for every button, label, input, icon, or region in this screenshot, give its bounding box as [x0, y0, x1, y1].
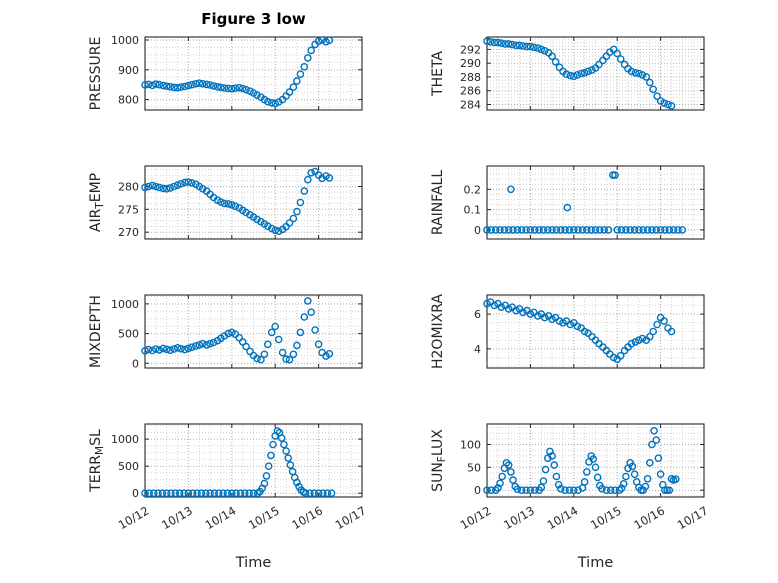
rainfall-series — [483, 171, 687, 234]
y-axis-label-terrmsl: TERRMSL — [88, 429, 106, 493]
h2omixra-series — [483, 298, 676, 364]
pressure-series — [141, 36, 334, 108]
x-tick-label: 10/16 — [289, 503, 325, 532]
x-tick-label: 10/15 — [588, 503, 624, 532]
y-axis-label-airtemp: AIRTEMP — [88, 173, 106, 232]
y-tick-label: 286 — [460, 85, 481, 98]
x-tick-label: 10/12 — [458, 503, 494, 532]
y-axis-label-sunflux: SUNFLUX — [430, 429, 448, 492]
subplot-airtemp: 270 275 280 AIRTEMP — [88, 165, 363, 240]
x-tick-label: 10/15 — [246, 503, 282, 532]
x-axis-label-left: Time — [235, 555, 272, 571]
figure-title: Figure 3 low — [201, 10, 306, 28]
sunflux-series — [483, 426, 680, 495]
y-tick-label: 280 — [118, 181, 139, 194]
x-tick-label: 10/13 — [501, 503, 537, 532]
y-axis-label-theta: THETA — [430, 51, 446, 97]
x-tick-label: 10/16 — [631, 503, 667, 532]
y-tick-label: 0 — [132, 357, 139, 370]
y-tick-label: 100 — [460, 439, 481, 452]
subplot-pressure: 800 900 1000 PRESSURE — [88, 34, 363, 111]
mixdepth-series — [141, 297, 334, 364]
y-tick-label: 6 — [474, 308, 481, 321]
airtemp-series — [141, 167, 334, 235]
x-axis-label-right: Time — [577, 555, 614, 571]
y-axis-label-h2omixra: H2OMIXRA — [430, 294, 446, 369]
y-tick-label: 1000 — [111, 298, 139, 311]
y-axis-label-mixdepth: MIXDEPTH — [88, 295, 104, 368]
y-tick-label: 500 — [118, 328, 139, 341]
y-tick-label: 0 — [474, 484, 481, 497]
y-tick-label: 290 — [460, 57, 481, 70]
y-tick-label: 275 — [118, 203, 139, 216]
y-tick-label: 0.1 — [464, 204, 482, 217]
subplot-sunflux: 0 50 100 SUNFLUX 10/12 10/13 10/14 10/15 10/16 10… — [430, 423, 711, 532]
y-tick-label: 0.2 — [464, 183, 482, 196]
theta-series — [483, 37, 676, 110]
y-tick-label: 284 — [460, 99, 481, 112]
y-tick-label: 500 — [118, 460, 139, 473]
x-tick-label: 10/13 — [159, 503, 195, 532]
y-tick-label: 1000 — [111, 433, 139, 446]
subplot-mixdepth: 0 500 1000 MIXDEPTH — [88, 294, 363, 370]
y-tick-label: 50 — [467, 461, 481, 474]
y-tick-label: 4 — [474, 343, 481, 356]
y-tick-label: 0 — [474, 224, 481, 237]
y-tick-label: 1000 — [111, 34, 139, 47]
y-tick-label: 292 — [460, 43, 481, 56]
x-tick-label: 10/12 — [116, 503, 152, 532]
y-axis-label-pressure: PRESSURE — [88, 37, 104, 111]
y-axis-label-rainfall: RAINFALL — [430, 170, 446, 235]
terrmsl-series — [141, 427, 336, 498]
x-tick-label: 10/14 — [545, 503, 581, 532]
x-tick-label: 10/14 — [203, 503, 239, 532]
y-tick-label: 270 — [118, 226, 139, 239]
x-tick-label: 10/17 — [333, 503, 369, 532]
y-tick-label: 288 — [460, 71, 481, 84]
subplot-terrmsl: 0 500 1000 TERRMSL 10/12 10/13 10/14 10/15 10/16… — [88, 423, 369, 532]
y-tick-label: 800 — [118, 94, 139, 107]
x-tick-label: 10/17 — [675, 503, 711, 532]
subplot-rainfall: 0 0.1 0.2 RAINFALL — [430, 165, 705, 240]
y-tick-label: 900 — [118, 64, 139, 77]
subplot-h2omixra: 4 6 H2OMIXRA — [430, 294, 705, 369]
y-tick-label: 0 — [132, 487, 139, 500]
